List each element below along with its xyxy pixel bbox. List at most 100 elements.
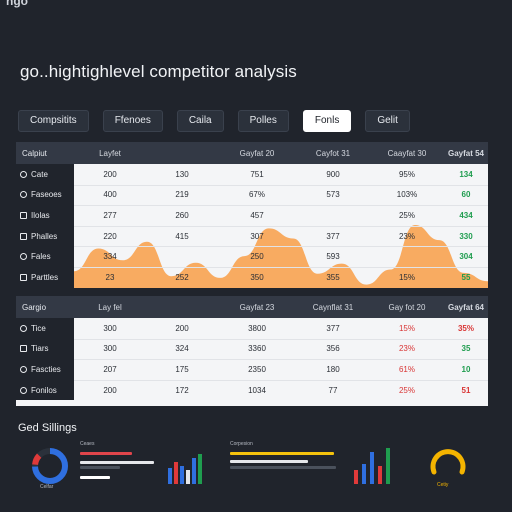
gauge-chart <box>430 449 466 475</box>
table-cell: 67% <box>248 190 265 200</box>
mini-bar <box>174 462 178 484</box>
row-label-text: Faseoes <box>31 190 62 200</box>
gear-icon <box>20 191 27 199</box>
table-row[interactable]: Phalles 220 415 307 377 23% 330 <box>16 225 488 247</box>
table-cell: 207 <box>103 364 117 374</box>
table-cell: 23% <box>398 344 415 354</box>
row-label-text: Phalles <box>31 231 58 241</box>
competitor-table-2: Gargio Lay fel Gayfat 23 Caynflat 31 Gay… <box>16 296 488 406</box>
table-cell: 103% <box>396 190 418 200</box>
mini-bar <box>378 466 382 484</box>
box-icon <box>20 345 27 353</box>
table-cell: 61% <box>398 364 415 374</box>
table-cell: 900 <box>326 169 340 179</box>
row-label: Tice <box>16 318 74 339</box>
column-header[interactable]: Cayfot 31 <box>315 148 351 158</box>
table-cell: 23 <box>105 272 115 282</box>
table-cell: 172 <box>175 385 189 395</box>
table-cell: 751 <box>250 169 264 179</box>
progress-bar <box>80 452 132 455</box>
column-header[interactable]: Gargio <box>22 302 47 312</box>
table-cell: 307 <box>250 231 264 241</box>
table-cell: 35% <box>457 323 474 333</box>
table-cell: 200 <box>175 323 189 333</box>
list-title: Ceaes <box>80 441 95 447</box>
table-body: Tice 300 200 3800 377 15% 35% Tiars 300 324 3360 35… <box>16 318 488 406</box>
row-label: Cate <box>16 164 74 185</box>
row-divider <box>74 338 488 340</box>
table-cell: 277 <box>103 210 117 220</box>
table-row[interactable]: Tice 300 200 3800 377 15% 35% <box>16 318 488 339</box>
column-header[interactable]: Layfet <box>99 148 121 158</box>
column-header[interactable]: Gay fot 20 <box>388 302 426 312</box>
tab-ffenoes[interactable]: Ffenoes <box>102 110 163 132</box>
row-divider <box>74 205 488 207</box>
table-cell: 593 <box>326 252 340 262</box>
table-row[interactable]: Fales 334 250 593 304 <box>16 246 488 267</box>
table-cell: 324 <box>175 344 189 354</box>
row-label: Faseoes <box>16 184 74 206</box>
tab-fonls[interactable]: Fonls <box>302 110 352 132</box>
column-header[interactable]: Lay fel <box>98 302 122 312</box>
clock-icon <box>20 170 27 178</box>
column-header[interactable]: Caynflat 31 <box>312 302 354 312</box>
table-cell: 25% <box>398 385 415 395</box>
row-divider <box>74 379 488 381</box>
gear-icon <box>20 324 27 332</box>
table-cell: 3360 <box>248 344 266 354</box>
column-header[interactable]: Calpiut <box>22 148 47 158</box>
row-label-text: Tice <box>31 323 46 333</box>
table-cell: 250 <box>250 252 264 262</box>
table-cell: 377 <box>326 231 340 241</box>
target-icon <box>20 386 27 394</box>
row-label: Parttles <box>16 266 74 288</box>
table-cell: 457 <box>250 210 264 220</box>
table-cell: 15% <box>398 323 415 333</box>
column-header[interactable]: Gayfat 64 <box>447 302 485 312</box>
tab-gelit[interactable]: Gelit <box>365 110 410 132</box>
table-cell: 573 <box>326 190 340 200</box>
mini-bar <box>180 466 184 484</box>
table-cell: 400 <box>103 190 117 200</box>
table-cell: 23% <box>398 231 415 241</box>
table-cell: 3800 <box>248 323 266 333</box>
column-header[interactable]: Caayfat 30 <box>387 148 427 158</box>
table-header: Calpiut Layfet Gayfat 20 Cayfot 31 Caayf… <box>16 142 488 164</box>
row-label: Fascties <box>16 359 74 380</box>
mini-bar <box>198 454 202 484</box>
column-header[interactable]: Gayfat 54 <box>447 148 485 158</box>
column-header[interactable]: Gayfat 20 <box>239 148 275 158</box>
page-title: go..hightighlevel competitor analysis <box>20 62 297 81</box>
table-row[interactable]: Tiars 300 324 3360 356 23% 35 <box>16 338 488 360</box>
table-row[interactable]: Faseoes 400 219 67% 573 103% 60 <box>16 184 488 206</box>
mini-bar <box>192 458 196 484</box>
tab-polles[interactable]: Polles <box>237 110 289 132</box>
row-divider <box>74 359 488 361</box>
table-cell: 219 <box>175 190 189 200</box>
app-logo: ngo <box>6 0 28 8</box>
row-label-text: Cate <box>31 169 48 179</box>
table-row[interactable]: Ilolas 277 260 457 25% 434 <box>16 205 488 226</box>
table-cell: 200 <box>103 169 117 179</box>
column-header[interactable]: Gayfat 23 <box>239 302 275 312</box>
table-row[interactable]: Fonilos 200 172 1034 77 25% 51 <box>16 379 488 401</box>
gauge-label: Cetiy <box>437 482 449 488</box>
target-icon <box>20 253 27 261</box>
tab-compsitits[interactable]: Compsitits <box>18 110 89 132</box>
area-series <box>74 225 488 288</box>
row-label-text: Tiars <box>31 344 49 354</box>
table-row[interactable]: Parttles 23 252 350 355 15% 55 <box>16 266 488 288</box>
table-row[interactable]: Fascties 207 175 2350 180 61% 10 <box>16 359 488 380</box>
progress-bar <box>230 452 334 455</box>
table-cell: 300 <box>103 344 117 354</box>
row-label: Fonilos <box>16 379 74 401</box>
table-cell: 330 <box>459 231 473 241</box>
table-cell: 35 <box>461 344 471 354</box>
compare-title: Corpesion <box>230 441 253 447</box>
tab-caila[interactable]: Caila <box>176 110 224 132</box>
gauge-arc <box>430 449 466 475</box>
table-cell: 60 <box>461 190 471 200</box>
table-cell: 300 <box>103 323 117 333</box>
table-row[interactable]: Cate 200 130 751 900 95% 134 <box>16 164 488 185</box>
table-cell: 25% <box>398 210 415 220</box>
